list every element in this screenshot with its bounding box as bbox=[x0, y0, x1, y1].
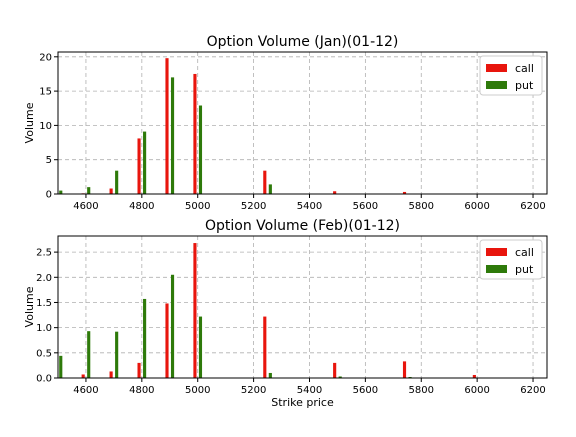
bar-call bbox=[333, 362, 337, 378]
legend-label-put: put bbox=[515, 263, 534, 276]
bar-call bbox=[109, 371, 113, 378]
y-tick-label: 15 bbox=[39, 87, 52, 98]
bar-put bbox=[59, 190, 63, 194]
x-tick-label: 4600 bbox=[73, 201, 98, 212]
x-tick-label: 4800 bbox=[129, 385, 154, 396]
bar-put bbox=[59, 355, 63, 378]
bar-put bbox=[143, 298, 147, 378]
bar-call bbox=[165, 303, 169, 378]
y-tick-label: 0 bbox=[46, 190, 52, 201]
bar-call bbox=[402, 191, 407, 194]
bar-put bbox=[198, 316, 203, 378]
bar-put bbox=[115, 170, 119, 194]
bar-call bbox=[263, 170, 267, 194]
legend-label-put: put bbox=[515, 79, 534, 92]
chart-panel-1: 4600 4800 5000 5200 5400 5600 5800 6000 6200 0 5 10… bbox=[23, 34, 548, 212]
bar-call bbox=[81, 374, 85, 378]
x-tick-label: 5400 bbox=[297, 385, 322, 396]
legend-label-call: call bbox=[515, 62, 534, 75]
bar-put bbox=[198, 105, 203, 194]
legend-swatch-call bbox=[486, 64, 507, 72]
legend-swatch-put bbox=[486, 265, 507, 273]
x-tick-label: 5200 bbox=[241, 201, 266, 212]
x-tick-label: 5000 bbox=[185, 385, 210, 396]
x-tick-label: 5800 bbox=[409, 201, 434, 212]
bar-call bbox=[137, 362, 141, 378]
x-tick-label: 4600 bbox=[73, 385, 98, 396]
bar-put bbox=[143, 131, 147, 194]
x-tick-label: 5400 bbox=[297, 201, 322, 212]
x-tick-label: 5600 bbox=[353, 385, 378, 396]
bar-put bbox=[87, 331, 91, 378]
y-axis-label: Volume bbox=[23, 286, 36, 327]
bar-call bbox=[109, 188, 113, 194]
x-tick-label: 6200 bbox=[520, 385, 545, 396]
y-tick-label: 2.5 bbox=[36, 248, 52, 259]
y-tick-label: 1.0 bbox=[36, 323, 52, 334]
y-tick-label: 1.5 bbox=[36, 298, 52, 309]
bar-put bbox=[338, 376, 342, 378]
bar-call bbox=[165, 58, 169, 194]
bar-call bbox=[263, 316, 267, 378]
legend-swatch-put bbox=[486, 81, 507, 89]
chart-panel-2: 4600 4800 5000 5200 5400 5600 5800 6000 6200 0.0 0… bbox=[23, 218, 548, 409]
x-axis-label: Strike price bbox=[271, 396, 334, 409]
y-tick-label: 2.0 bbox=[36, 273, 52, 284]
bar-call bbox=[193, 73, 197, 194]
bars-group bbox=[59, 243, 482, 378]
bar-put bbox=[87, 187, 91, 194]
y-tick-label: 5 bbox=[46, 155, 52, 166]
bar-put bbox=[170, 274, 175, 378]
chart-title: Option Volume (Feb)(01-12) bbox=[205, 218, 400, 234]
x-tick-label: 5200 bbox=[241, 385, 266, 396]
bar-call bbox=[137, 138, 141, 194]
y-tick-label: 0.0 bbox=[36, 374, 52, 385]
bar-call bbox=[333, 191, 337, 194]
legend-swatch-call bbox=[486, 248, 507, 256]
legend-label-call: call bbox=[515, 246, 534, 259]
y-tick-label: 20 bbox=[39, 52, 52, 63]
bar-put bbox=[170, 77, 175, 194]
bar-put bbox=[115, 331, 119, 378]
x-tick-label: 6000 bbox=[464, 385, 489, 396]
bar-call bbox=[193, 243, 197, 378]
x-tick-label: 6000 bbox=[464, 201, 489, 212]
x-tick-label: 5000 bbox=[185, 201, 210, 212]
x-tick-label: 5600 bbox=[353, 201, 378, 212]
chart-title: Option Volume (Jan)(01-12) bbox=[207, 34, 399, 50]
y-tick-label: 10 bbox=[39, 121, 52, 132]
bar-put bbox=[268, 184, 272, 194]
plot-frame bbox=[57, 51, 548, 195]
x-tick-label: 4800 bbox=[129, 201, 154, 212]
y-axis-label: Volume bbox=[23, 102, 36, 143]
bars-group bbox=[59, 58, 407, 194]
bar-call bbox=[402, 361, 407, 378]
bar-call bbox=[472, 374, 476, 378]
bar-put bbox=[408, 376, 412, 378]
y-tick-label: 0.5 bbox=[36, 348, 52, 359]
bar-put bbox=[268, 372, 272, 378]
plot-frame bbox=[57, 235, 548, 379]
x-tick-label: 6200 bbox=[520, 201, 545, 212]
x-tick-label: 5800 bbox=[409, 385, 434, 396]
